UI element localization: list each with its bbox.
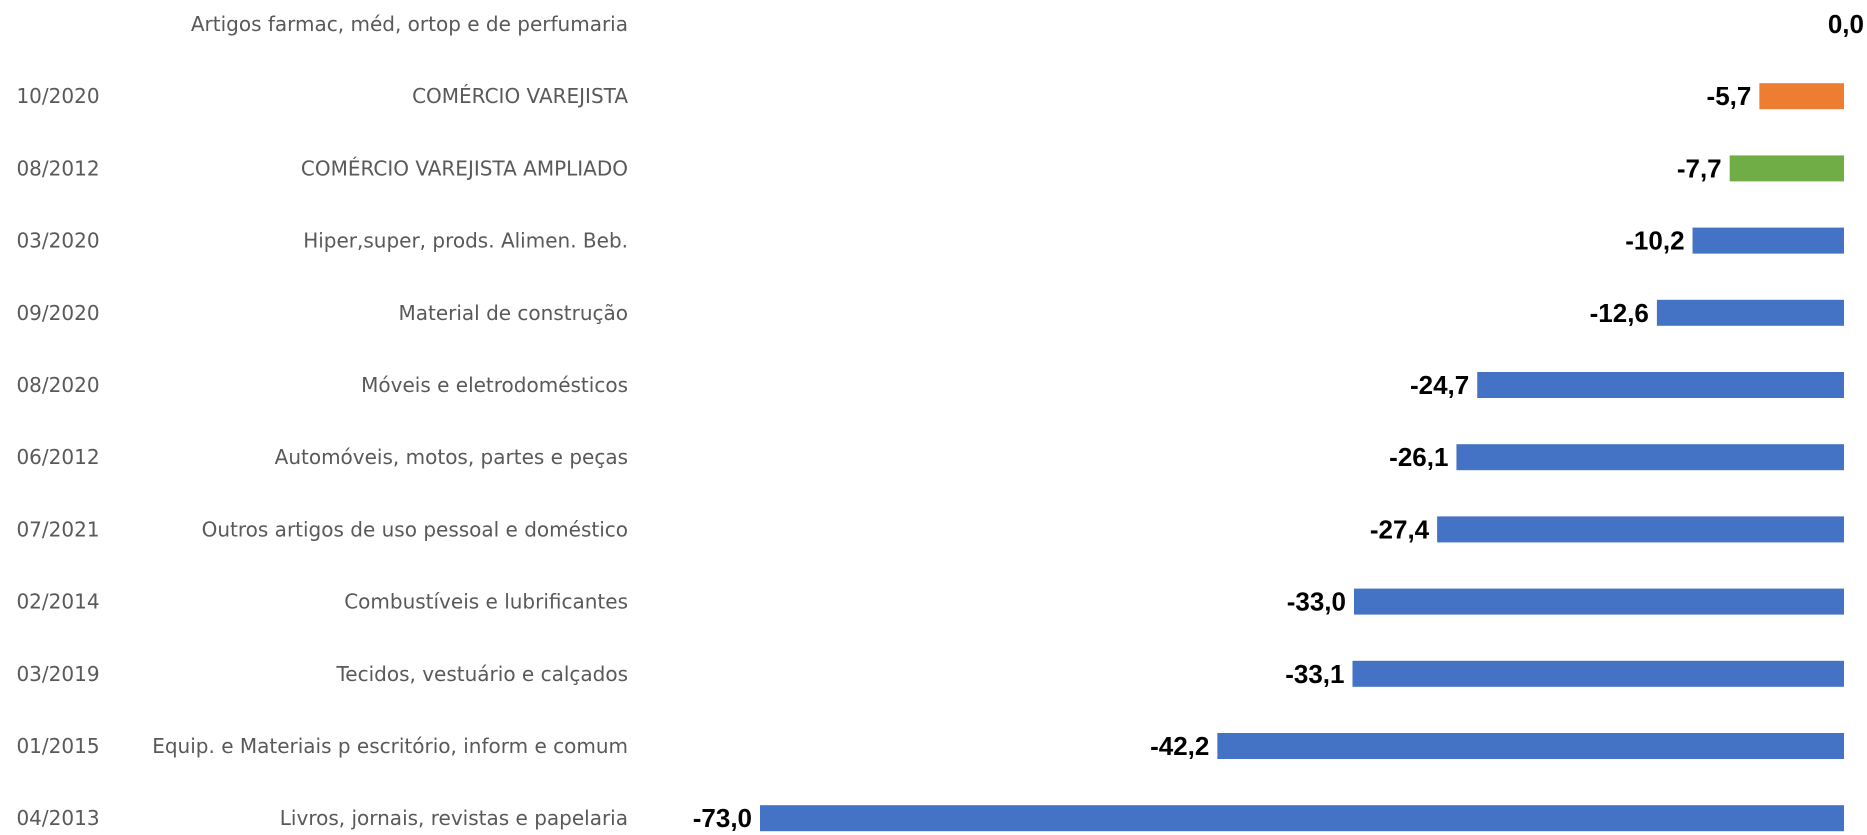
category-label: Hiper,super, prods. Alimen. Beb. (303, 229, 628, 253)
date-label: 07/2021 (16, 517, 99, 541)
bar (1656, 299, 1844, 326)
value-label: -5,7 (1707, 81, 1752, 111)
bar (760, 805, 1844, 832)
category-label: Combustíveis e lubrificantes (344, 590, 628, 614)
bar (1477, 372, 1844, 398)
bar (1352, 660, 1844, 687)
bar (1729, 155, 1844, 182)
date-label: 04/2013 (16, 806, 99, 830)
category-label: Livros, jornais, revistas e papelaria (280, 806, 628, 830)
date-label: 03/2019 (16, 662, 99, 686)
value-label: -27,4 (1370, 514, 1430, 544)
bar (1759, 83, 1844, 110)
value-label: -33,0 (1287, 587, 1346, 617)
category-label: Material de construção (398, 301, 628, 325)
category-label: COMÉRCIO VAREJISTA (412, 84, 628, 108)
bar (1217, 733, 1844, 759)
date-label: 08/2012 (16, 156, 99, 180)
value-label: -42,2 (1150, 731, 1209, 761)
date-label: 02/2014 (16, 590, 99, 614)
value-label: -24,7 (1410, 370, 1469, 400)
date-label: 08/2020 (16, 373, 99, 397)
category-label: Automóveis, motos, partes e peças (275, 445, 628, 469)
value-label: -12,6 (1590, 298, 1649, 328)
category-label: Móveis e eletrodomésticos (361, 373, 628, 397)
date-label: 09/2020 (16, 301, 99, 325)
date-label: 01/2015 (16, 734, 99, 758)
bar (1437, 516, 1844, 543)
date-label: 06/2012 (16, 445, 99, 469)
category-label: COMÉRCIO VAREJISTA AMPLIADO (301, 156, 628, 180)
date-label: 10/2020 (16, 84, 99, 108)
bar (1456, 444, 1844, 471)
value-label: -26,1 (1389, 442, 1448, 472)
value-label: -73,0 (693, 803, 752, 833)
bar (1692, 227, 1844, 254)
value-label: -33,1 (1285, 659, 1344, 689)
category-label: Outros artigos de uso pessoal e doméstic… (202, 517, 628, 541)
value-label: -7,7 (1677, 153, 1722, 183)
category-label: Artigos farmac, méd, ortop e de perfumar… (191, 12, 628, 36)
category-label: Tecidos, vestuário e calçados (335, 662, 628, 686)
value-label: 0,0 (1828, 9, 1864, 39)
date-label: 03/2020 (16, 229, 99, 253)
value-label: -10,2 (1625, 226, 1684, 256)
bar (1353, 588, 1844, 615)
category-label: Equip. e Materiais p escritório, inform … (152, 734, 628, 758)
